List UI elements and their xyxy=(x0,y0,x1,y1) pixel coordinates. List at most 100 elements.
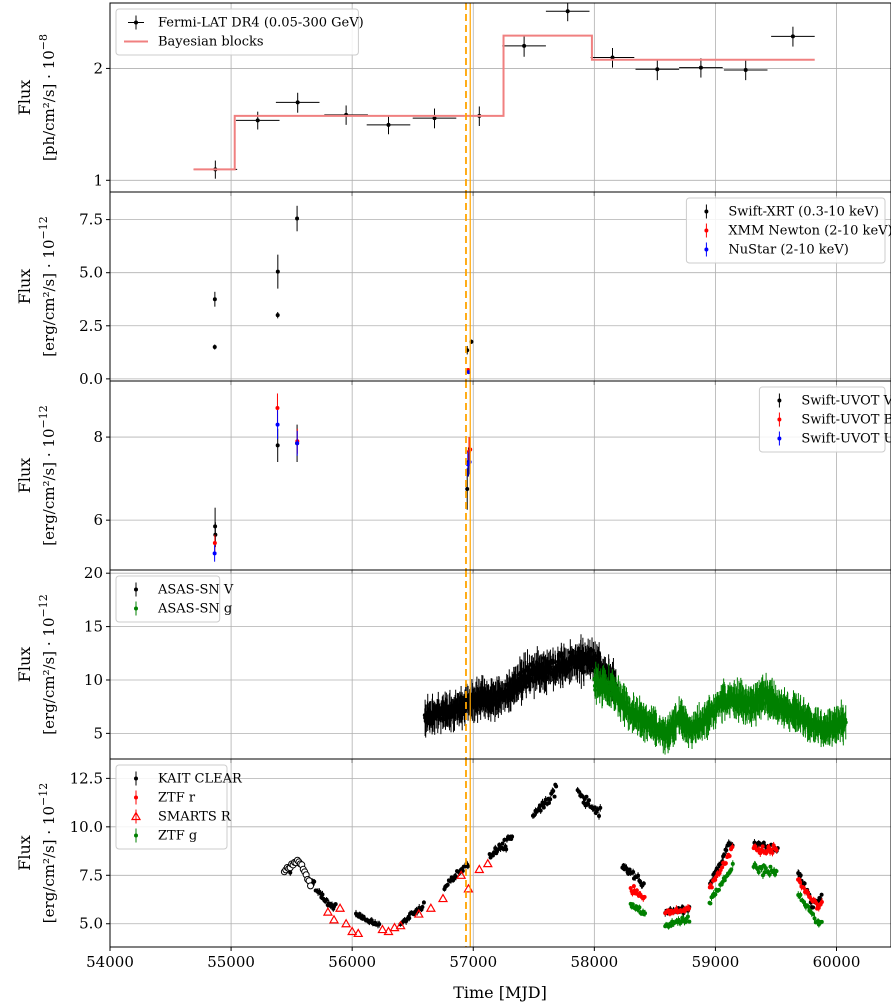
light-curve-point xyxy=(445,882,450,888)
light-curve-point xyxy=(727,853,732,859)
smarts-triangle-marker xyxy=(456,870,467,879)
y-axis-label-line2: [erg/cm²/s] · 10−12 xyxy=(37,594,58,734)
legend-marker-handle xyxy=(134,587,138,592)
point-marker xyxy=(819,919,824,924)
smarts-triangle-marker xyxy=(341,918,352,928)
legend-frame xyxy=(685,197,886,264)
data-point xyxy=(545,3,590,22)
light-curve-point xyxy=(636,872,641,880)
data-point xyxy=(295,205,300,232)
point-marker xyxy=(275,443,280,448)
point-marker xyxy=(730,861,735,866)
y-axis-label-units: [erg/cm²/s] · 10 xyxy=(40,240,58,357)
point-marker xyxy=(275,269,280,274)
light-curve-point xyxy=(552,794,557,799)
point-marker xyxy=(631,869,636,874)
point-marker xyxy=(641,881,646,886)
x-tick-label: 56000 xyxy=(328,953,376,971)
point-marker xyxy=(773,872,778,877)
point-marker xyxy=(212,345,217,350)
data-points xyxy=(193,3,815,179)
legend: Swift-UVOT V Swift-UVOT B Swift-UVOT U xyxy=(758,386,891,453)
light-curve-point xyxy=(756,869,761,876)
point-marker xyxy=(467,460,472,464)
point-marker xyxy=(255,118,260,123)
panel-frame xyxy=(109,758,891,948)
y-tick-label: 12.5 xyxy=(70,769,103,787)
light-curve-point xyxy=(729,867,734,872)
legend-label: Swift-UVOT V xyxy=(801,394,891,409)
y-axis-label-line2: [erg/cm²/s] · 10−12 xyxy=(37,405,58,545)
y-axis-label-line2: [erg/cm²/s] · 10−12 xyxy=(37,783,58,923)
data-point xyxy=(635,59,680,81)
light-curve-point xyxy=(584,794,589,799)
y-axis-label-line2: [erg/cm²/s] · 10−12 xyxy=(37,216,58,356)
light-curve-point xyxy=(630,890,635,897)
point-marker xyxy=(580,794,585,799)
legend-marker-handle xyxy=(704,247,709,252)
light-curve-point xyxy=(720,865,725,870)
point-marker xyxy=(760,873,765,878)
data-point xyxy=(275,311,280,319)
point-marker xyxy=(554,784,559,789)
y-axis-label-exponent: −12 xyxy=(37,594,50,617)
point-marker xyxy=(598,805,603,810)
y-axis-label-line1: Flux xyxy=(15,458,34,494)
point-marker xyxy=(377,922,382,927)
point-marker xyxy=(708,901,713,906)
point-marker xyxy=(816,905,821,910)
legend-entry: XMM Newton (2-10 keV) xyxy=(704,223,891,239)
light-curve-point xyxy=(500,841,505,846)
point-marker xyxy=(636,873,641,878)
point-marker xyxy=(758,851,763,856)
y-axis-label-units: [erg/cm²/s] · 10 xyxy=(40,618,58,735)
legend-marker-handle xyxy=(134,776,138,781)
light-curve-point xyxy=(637,904,642,911)
light-curve-point xyxy=(324,897,329,903)
point-marker xyxy=(729,867,734,872)
point-marker xyxy=(551,788,556,793)
light-curve-point xyxy=(763,864,768,872)
x-tick-label: 60000 xyxy=(813,953,861,971)
legend-label: Swift-UVOT B xyxy=(801,413,891,428)
light-curve-point xyxy=(773,871,778,878)
legend-frame xyxy=(115,8,359,56)
legend-entry: SMARTS R xyxy=(130,809,232,825)
light-curve-point xyxy=(811,905,816,910)
smarts-triangle-marker xyxy=(335,903,346,912)
point-marker xyxy=(655,67,660,72)
data-point xyxy=(212,344,217,350)
legend: Fermi-LAT DR4 (0.05-300 GeV) Bayesian blo… xyxy=(115,8,364,56)
point-marker xyxy=(759,866,764,871)
smarts-triangle-marker xyxy=(395,920,406,930)
data-point xyxy=(275,92,320,113)
legend-marker-handle xyxy=(134,795,138,800)
data-point xyxy=(275,254,280,289)
point-marker xyxy=(802,881,807,886)
light-curve-point xyxy=(709,885,714,890)
light-curve-point xyxy=(774,846,779,854)
data-point xyxy=(465,468,470,510)
point-marker xyxy=(643,911,648,916)
y-axis-label-line1: Flux xyxy=(15,647,34,683)
point-marker xyxy=(552,794,557,799)
legend-label: ASAS-SN V xyxy=(157,583,234,598)
y-tick-label: 5 xyxy=(93,724,103,742)
point-marker xyxy=(770,850,775,855)
light-curve-point xyxy=(812,915,817,922)
light-curve-point xyxy=(819,892,824,897)
point-marker xyxy=(724,848,729,853)
point-marker xyxy=(763,866,768,871)
smarts-triangle-marker xyxy=(425,903,436,912)
light-curve-point xyxy=(753,843,758,850)
point-marker xyxy=(212,551,217,556)
point-marker xyxy=(716,887,721,892)
y-tick-label: 15 xyxy=(84,618,103,636)
light-curve-point xyxy=(465,863,470,870)
point-marker xyxy=(532,813,537,818)
light-curve-point xyxy=(532,812,537,819)
light-curve-point xyxy=(774,868,779,874)
